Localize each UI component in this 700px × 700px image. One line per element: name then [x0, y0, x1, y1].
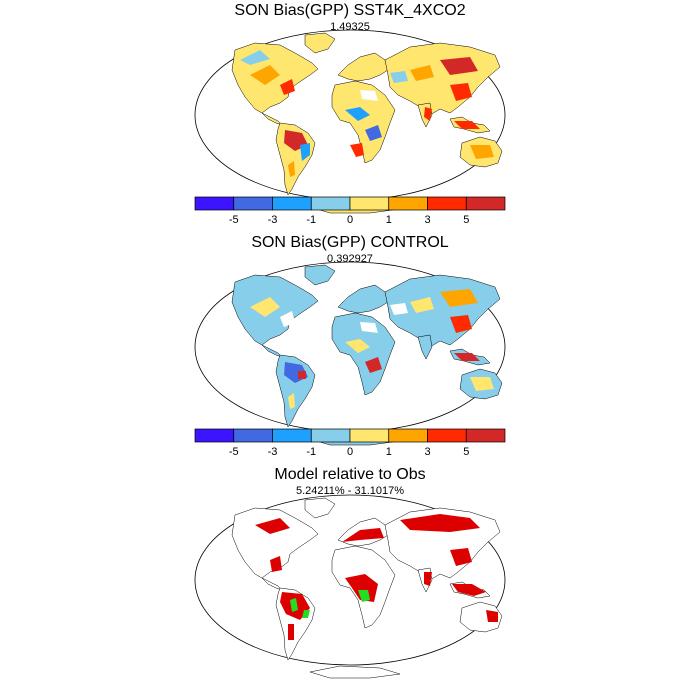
panel2-colorbar-tick-label: 0 — [347, 446, 353, 458]
panel1-colorbar-box — [427, 196, 467, 211]
panel1-colorbar-tick-label: 3 — [424, 214, 430, 226]
panel2-map — [194, 261, 506, 446]
panel1-colorbar-box — [272, 196, 312, 211]
panel1-colorbar-tick-label: 5 — [463, 214, 469, 226]
panel2-colorbar-box — [465, 428, 506, 443]
panel1-title: SON Bias(GPP) SST4K_4XCO2 — [234, 2, 466, 19]
panel1-colorbar-box — [310, 196, 351, 211]
panel1-colorbar-tick-label: -5 — [229, 214, 239, 226]
panel2-colorbar-box — [233, 428, 273, 443]
panel1-colorbar-box — [349, 196, 390, 211]
panel2-land — [231, 264, 503, 446]
panel2-colorbar: -5 -3 -1 0 1 3 5 — [194, 428, 506, 458]
panel3-title: Model relative to Obs — [274, 466, 426, 483]
panel3-map — [194, 494, 506, 679]
panel1-colorbar-tick-label: 0 — [347, 214, 353, 226]
panel1-colorbar-tick-label: -1 — [306, 214, 316, 226]
panel2-colorbar-tick-label: -5 — [229, 446, 239, 458]
panel1-colorbar-tick-label: -3 — [268, 214, 278, 226]
panel1-colorbar-box — [388, 196, 428, 211]
panel3-land — [231, 497, 503, 679]
panel1-land — [231, 32, 503, 214]
panel2-colorbar-box — [427, 428, 467, 443]
panel1-map — [194, 29, 506, 214]
panel2-colorbar-tick-label: -1 — [306, 446, 316, 458]
panel1-colorbar: -5 -3 -1 0 1 3 5 — [194, 196, 506, 226]
panel1-colorbar-box — [465, 196, 506, 211]
panel2-colorbar-tick-label: 5 — [463, 446, 469, 458]
panel1-colorbar-box — [233, 196, 273, 211]
panel2-colorbar-box — [349, 428, 390, 443]
panel3-subtitle: 5.24211% - 31.1017% — [295, 485, 405, 497]
panel2-title: SON Bias(GPP) CONTROL — [251, 234, 449, 251]
panel1-colorbar-tick-label: 1 — [386, 214, 392, 226]
panel2-colorbar-tick-label: -3 — [268, 446, 278, 458]
panel2-colorbar-box — [272, 428, 312, 443]
panel2-colorbar-box — [310, 428, 351, 443]
panel2-colorbar-tick-label: 1 — [386, 446, 392, 458]
panel2-colorbar-box — [194, 428, 235, 443]
panel2-colorbar-tick-label: 3 — [424, 446, 430, 458]
panel1-colorbar-box — [194, 196, 235, 211]
panel2-colorbar-box — [388, 428, 428, 443]
